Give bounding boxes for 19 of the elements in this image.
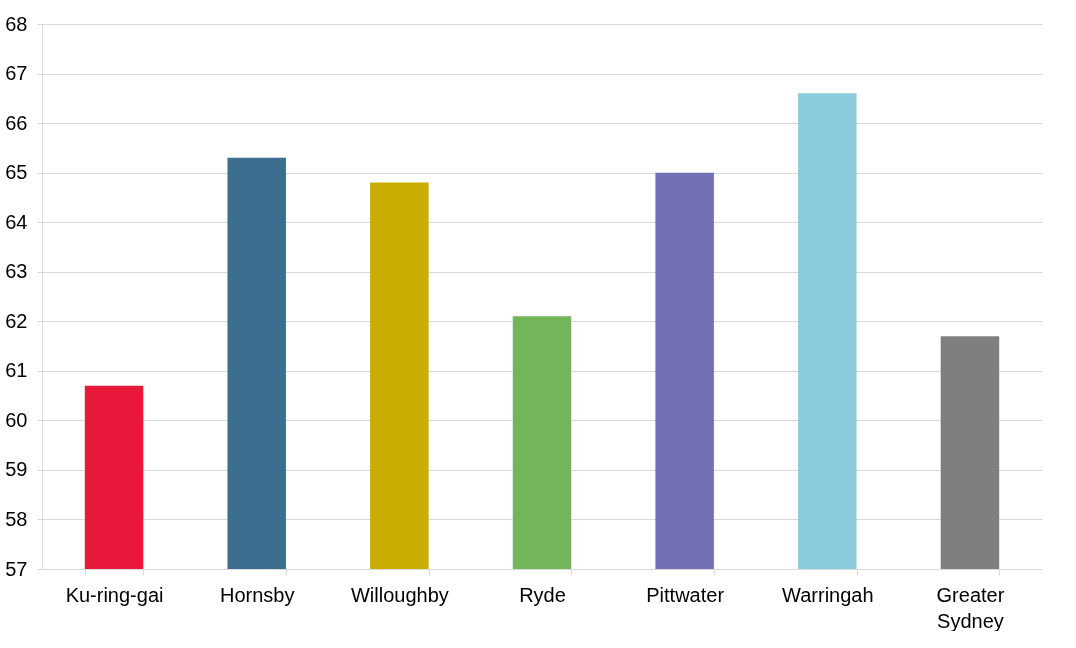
x-tick-label: Willoughby <box>350 583 449 606</box>
y-tick-label: 63 <box>5 260 28 283</box>
y-tick-label: 60 <box>5 408 28 431</box>
y-tick-label: 59 <box>5 458 28 481</box>
y-tick-label: 57 <box>5 557 28 580</box>
y-tick-label: 62 <box>5 309 28 332</box>
x-tick-label: Ryde <box>519 583 566 606</box>
y-tick-label: 67 <box>5 62 28 85</box>
x-tick-label: Ku-ring-gai <box>65 583 164 606</box>
x-tick-label: Pittwater <box>646 583 725 606</box>
y-tick-label: 68 <box>5 12 28 35</box>
x-tick-label: Warringah <box>782 583 874 606</box>
y-tick-label: 58 <box>5 507 28 530</box>
y-tick-label: 65 <box>5 161 28 184</box>
y-tick-label: 64 <box>5 210 28 233</box>
x-tick-label: Greater Sydney <box>936 583 1005 632</box>
y-tick-label: 66 <box>5 111 28 134</box>
x-tick-label: Hornsby <box>219 583 295 606</box>
y-tick-label: 61 <box>5 359 28 382</box>
